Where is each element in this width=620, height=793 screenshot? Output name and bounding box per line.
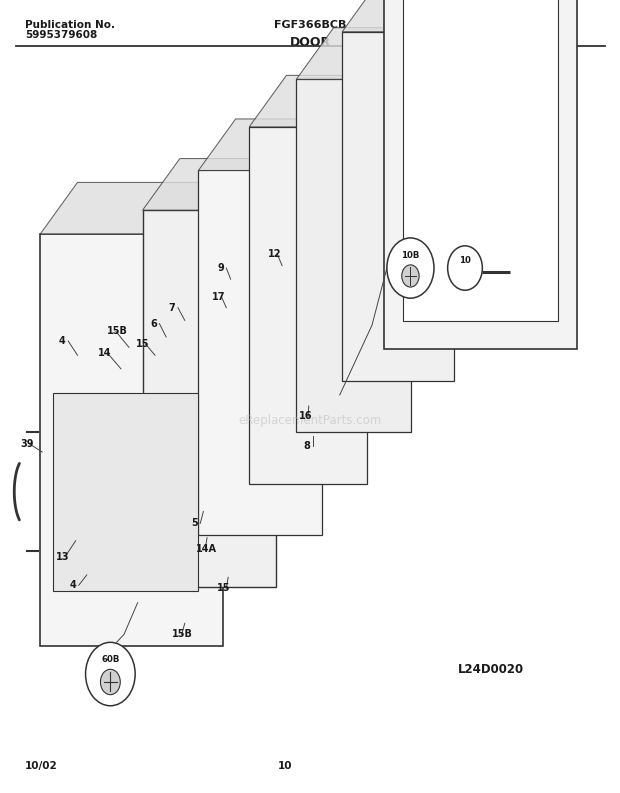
Polygon shape <box>296 28 448 79</box>
Text: 9: 9 <box>217 263 224 273</box>
Polygon shape <box>342 32 454 381</box>
Polygon shape <box>249 127 367 484</box>
Text: 39: 39 <box>20 439 34 449</box>
Polygon shape <box>249 75 404 127</box>
Text: 10/02: 10/02 <box>25 760 58 771</box>
Text: 10: 10 <box>459 255 471 265</box>
Text: 15B: 15B <box>172 630 193 639</box>
Polygon shape <box>40 234 223 646</box>
Polygon shape <box>40 182 260 234</box>
Circle shape <box>387 238 434 298</box>
Text: DOOR: DOOR <box>290 36 330 48</box>
Text: 10B: 10B <box>401 251 420 260</box>
Text: 6: 6 <box>150 319 157 328</box>
Polygon shape <box>143 159 313 210</box>
Polygon shape <box>403 0 558 321</box>
Text: 15B: 15B <box>107 327 128 336</box>
Text: 15: 15 <box>136 339 150 349</box>
Text: 10: 10 <box>278 760 293 771</box>
Text: 17: 17 <box>212 292 226 301</box>
Polygon shape <box>198 119 360 170</box>
Polygon shape <box>143 210 276 587</box>
Text: 4: 4 <box>69 580 76 590</box>
Text: 60B: 60B <box>101 655 120 665</box>
Circle shape <box>86 642 135 706</box>
Polygon shape <box>384 0 577 349</box>
Text: 4: 4 <box>59 336 66 346</box>
Polygon shape <box>296 79 411 432</box>
Text: 13: 13 <box>56 552 69 561</box>
Text: 14: 14 <box>98 348 112 358</box>
Text: Publication No.: Publication No. <box>25 20 115 30</box>
Text: 8: 8 <box>304 441 311 450</box>
Circle shape <box>402 265 419 287</box>
Polygon shape <box>342 0 491 32</box>
Polygon shape <box>198 170 322 535</box>
Text: L24D0020: L24D0020 <box>458 663 524 676</box>
Polygon shape <box>53 393 198 591</box>
Text: 12: 12 <box>268 249 281 259</box>
Text: 5: 5 <box>191 519 198 528</box>
Text: 16: 16 <box>299 412 312 421</box>
Text: 5995379608: 5995379608 <box>25 30 97 40</box>
Text: FGF366BCB: FGF366BCB <box>274 20 346 30</box>
Text: 7: 7 <box>169 303 175 312</box>
Text: 15: 15 <box>217 584 231 593</box>
Circle shape <box>448 246 482 290</box>
Text: eReplacementParts.com: eReplacementParts.com <box>238 414 382 427</box>
Circle shape <box>100 669 120 695</box>
Text: 14A: 14A <box>196 544 217 554</box>
